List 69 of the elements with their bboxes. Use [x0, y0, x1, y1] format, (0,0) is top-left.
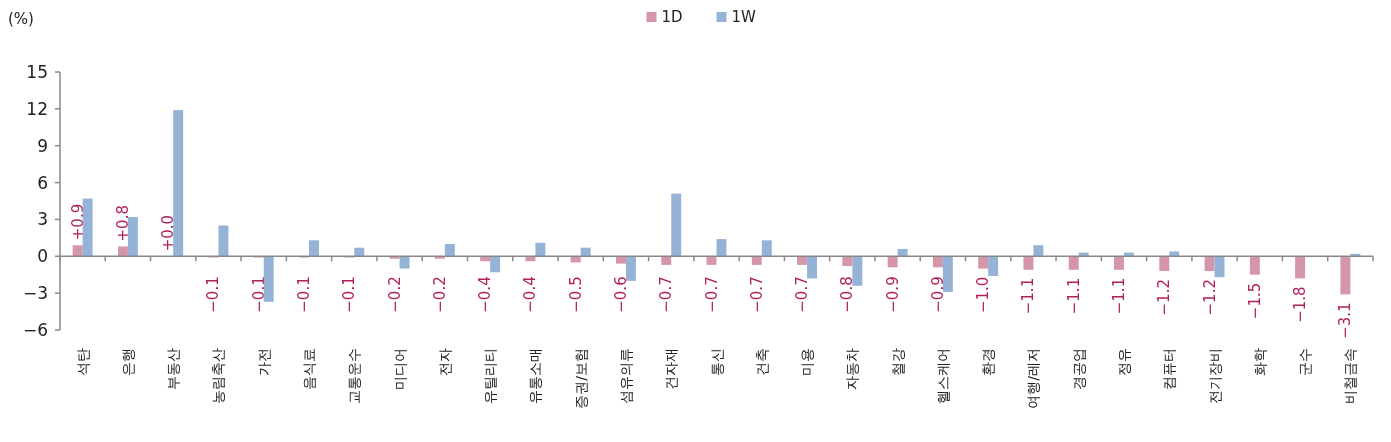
legend-label: 1W: [731, 8, 757, 26]
data-label: −0.5: [566, 276, 585, 313]
x-tick-label: 음식료: [301, 348, 318, 390]
data-label: −0.9: [928, 276, 947, 313]
x-tick-label: 미디어: [391, 348, 408, 390]
x-tick-label: 헬스케어: [934, 348, 951, 404]
y-tick-label: −3: [22, 283, 48, 304]
data-label: −0.1: [204, 276, 223, 313]
data-label: +0.9: [68, 203, 87, 241]
data-label: −1.1: [1064, 277, 1083, 315]
x-tick-label: 화학: [1251, 348, 1268, 376]
data-label: −0.7: [702, 276, 721, 313]
data-label: −0.2: [430, 276, 449, 313]
y-tick-label: 3: [37, 209, 48, 230]
data-label: −1.1: [1110, 277, 1128, 315]
data-label: −0.6: [611, 276, 630, 313]
x-tick-label: 부동산: [165, 348, 182, 390]
x-tick-label: 은행: [119, 348, 136, 376]
data-label: −0.7: [747, 276, 766, 313]
data-label: +0.8: [113, 205, 132, 242]
x-tick-label: 섬유의류: [617, 348, 634, 404]
data-label: −0.4: [476, 276, 495, 313]
x-tick-label: 가전: [255, 348, 272, 376]
y-tick-label: 15: [26, 62, 48, 82]
x-tick-label: 여행/레저: [1025, 348, 1042, 409]
data-label: −3.1: [1336, 302, 1355, 339]
x-tick-label: 철강: [889, 348, 906, 376]
data-label: −0.9: [883, 276, 902, 313]
x-tick-label: 농림축산: [210, 348, 227, 404]
data-label: −0.1: [340, 276, 359, 313]
x-tick-label: 전기장비: [1206, 348, 1223, 404]
data-label: +0.0: [159, 214, 178, 252]
data-label: −1.5: [1245, 282, 1264, 320]
y-tick-label: 12: [26, 98, 48, 119]
x-tick-label: 건자재: [663, 348, 680, 390]
data-label: −0.4: [521, 276, 540, 313]
x-tick-label: 정유: [1115, 348, 1132, 376]
data-label: −0.7: [793, 276, 812, 313]
y-tick-label: 6: [37, 172, 48, 193]
y-tick-label: 9: [37, 135, 48, 156]
x-tick-label: 자동차: [844, 348, 861, 390]
y-axis-title: (%): [8, 10, 34, 28]
x-tick-label: 미용: [799, 348, 816, 376]
data-label: −1.0: [974, 276, 993, 314]
data-label: −1.8: [1291, 286, 1310, 323]
data-label: −0.2: [385, 276, 404, 313]
data-label: −0.7: [657, 276, 676, 313]
x-tick-label: 군수: [1297, 348, 1314, 376]
y-tick-label: −6: [22, 320, 48, 340]
x-tick-label: 환경: [980, 348, 997, 376]
x-tick-label: 증권/보험: [572, 348, 589, 409]
data-label: −1.1: [1019, 277, 1038, 315]
y-tick-label: 0: [37, 246, 48, 267]
x-tick-label: 유틸리티: [482, 348, 499, 404]
x-tick-label: 통신: [708, 348, 725, 376]
data-label: −0.1: [295, 276, 314, 313]
x-tick-label: 비철금속: [1342, 348, 1359, 404]
legend-label: 1D: [661, 8, 683, 26]
x-tick-label: 경공업: [1070, 348, 1087, 390]
x-tick-label: 교통운수: [346, 348, 363, 404]
x-tick-label: 석탄: [74, 348, 91, 376]
x-tick-label: 전자: [436, 348, 453, 376]
data-label: −0.1: [249, 276, 268, 313]
x-tick-label: 건축: [753, 348, 770, 376]
data-label: −1.2: [1200, 279, 1219, 316]
data-label: −1.2: [1155, 279, 1174, 316]
data-label: −0.8: [838, 276, 857, 313]
x-tick-label: 유통소매: [527, 348, 544, 404]
x-tick-label: 컴퓨터: [1161, 348, 1178, 390]
